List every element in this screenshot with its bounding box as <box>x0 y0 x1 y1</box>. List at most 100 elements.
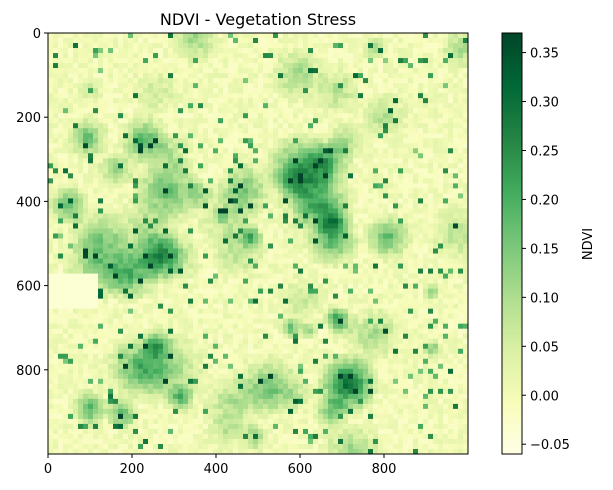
heatmap-cell <box>448 128 454 134</box>
heatmap-cell <box>53 158 59 164</box>
heatmap-cell <box>323 243 329 250</box>
heatmap-cell <box>53 303 59 310</box>
heatmap-cell <box>453 68 459 74</box>
heatmap-cell <box>138 228 144 235</box>
heatmap-cell <box>253 148 259 154</box>
heatmap-cell <box>128 253 134 260</box>
heatmap-cell <box>318 323 324 330</box>
heatmap-cell <box>233 318 239 325</box>
heatmap-cell <box>338 288 344 295</box>
heatmap-cell <box>293 298 299 305</box>
heatmap-cell <box>183 283 189 290</box>
heatmap-cell <box>98 273 104 280</box>
heatmap-cell <box>278 183 284 189</box>
heatmap-cell <box>133 218 139 225</box>
heatmap-cell <box>53 218 59 225</box>
heatmap-cell <box>358 58 364 64</box>
heatmap-cell <box>438 233 444 240</box>
heatmap-cell <box>408 193 414 199</box>
heatmap-cell <box>218 238 224 245</box>
heatmap-cell <box>303 173 309 179</box>
heatmap-cell <box>393 213 399 220</box>
heatmap-cell <box>403 228 409 235</box>
heatmap-cell <box>383 278 389 285</box>
heatmap-cell <box>258 268 264 275</box>
heatmap-cell <box>223 278 229 285</box>
heatmap-cell <box>298 173 304 179</box>
heatmap-cell <box>423 323 429 330</box>
heatmap-cell <box>283 183 289 189</box>
heatmap-cell <box>348 158 354 164</box>
heatmap-cell <box>348 208 354 215</box>
heatmap-cell <box>233 88 239 94</box>
heatmap-cell <box>138 313 144 320</box>
heatmap-cell <box>248 123 254 129</box>
heatmap-cell <box>178 238 184 245</box>
heatmap-cell <box>443 163 449 169</box>
heatmap-cell <box>273 63 279 69</box>
heatmap-cell <box>183 293 189 300</box>
heatmap-cell <box>228 178 234 184</box>
heatmap-cell <box>313 248 319 255</box>
heatmap-cell <box>103 258 109 265</box>
heatmap-cell <box>318 143 324 149</box>
heatmap-cell <box>453 213 459 220</box>
heatmap-cell <box>123 203 129 210</box>
heatmap-cell <box>368 218 374 225</box>
heatmap-cell <box>248 228 254 235</box>
heatmap-cell <box>93 133 99 139</box>
heatmap-cell <box>248 293 254 300</box>
heatmap-cell <box>163 283 169 290</box>
heatmap-cell <box>458 243 464 250</box>
heatmap-cell <box>438 88 444 94</box>
heatmap-cell <box>98 178 104 184</box>
heatmap-cell <box>213 153 219 159</box>
heatmap-cell <box>173 328 179 335</box>
heatmap-cell <box>178 213 184 220</box>
heatmap-cell <box>238 133 244 139</box>
heatmap-cell <box>323 78 329 84</box>
heatmap-cell <box>158 258 164 265</box>
heatmap-cell <box>283 138 289 144</box>
heatmap-cell <box>328 243 334 250</box>
heatmap-cell <box>108 218 114 225</box>
heatmap-cell <box>213 113 219 119</box>
heatmap-cell <box>448 213 454 220</box>
heatmap-cell <box>358 298 364 305</box>
heatmap-cell <box>338 123 344 129</box>
heatmap-cell <box>338 48 344 54</box>
heatmap-cell <box>198 98 204 104</box>
heatmap-cell <box>293 98 299 104</box>
heatmap-cell <box>263 43 269 49</box>
heatmap-cell <box>118 138 124 144</box>
heatmap-cell <box>428 158 434 164</box>
heatmap-cell <box>328 203 334 210</box>
heatmap-cell <box>398 278 404 285</box>
heatmap-cell <box>438 238 444 245</box>
heatmap-cell <box>78 183 84 189</box>
heatmap-cell <box>258 278 264 285</box>
heatmap-cell <box>68 283 74 290</box>
heatmap-cell <box>153 53 159 59</box>
heatmap-cell <box>98 208 104 215</box>
heatmap-cell <box>363 73 369 79</box>
heatmap-cell <box>453 318 459 325</box>
heatmap-cell <box>88 258 94 265</box>
heatmap-cell <box>133 58 139 64</box>
heatmap-cell <box>218 138 224 144</box>
heatmap-cell <box>218 228 224 235</box>
heatmap-cell <box>363 98 369 104</box>
heatmap-cell <box>163 238 169 245</box>
heatmap-cell <box>208 188 214 194</box>
heatmap-cell <box>93 78 99 84</box>
heatmap-cell <box>383 123 389 129</box>
heatmap-cell <box>108 208 114 215</box>
heatmap-cell <box>168 298 174 305</box>
heatmap-cell <box>158 68 164 74</box>
heatmap-cell <box>133 183 139 189</box>
heatmap-cell <box>233 118 239 124</box>
heatmap-cell <box>413 298 419 305</box>
heatmap-cell <box>303 138 309 144</box>
heatmap-cell <box>378 33 384 39</box>
heatmap-cell <box>328 278 334 285</box>
